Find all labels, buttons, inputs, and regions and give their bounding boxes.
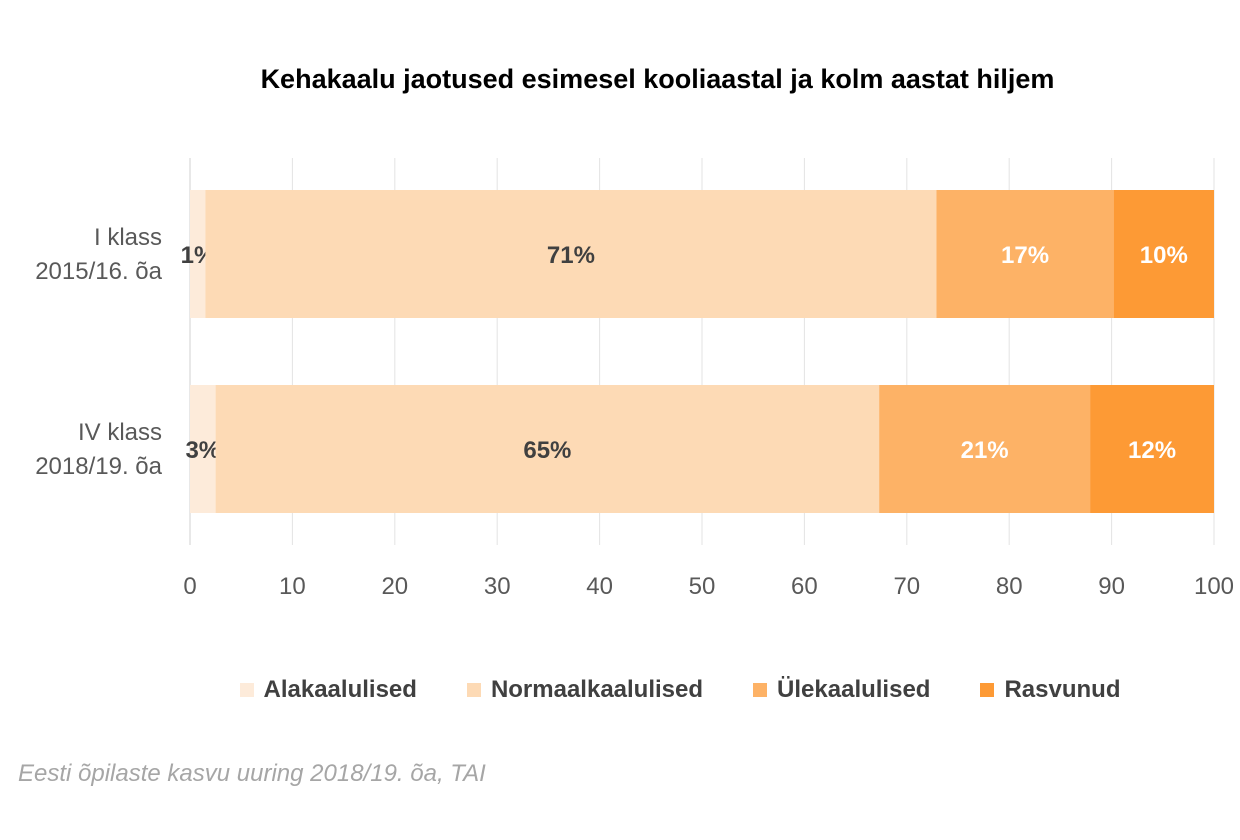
x-tick-label: 100 [1194, 573, 1234, 600]
x-tick-label: 80 [996, 573, 1023, 600]
x-tick-label: 60 [791, 573, 818, 600]
legend-swatch [466, 683, 481, 697]
x-tick-label: 10 [279, 573, 306, 600]
data-label: 3% [185, 437, 220, 464]
bar-segment [190, 190, 206, 318]
bar-segment [205, 190, 937, 318]
legend-swatch [980, 683, 995, 697]
data-label: 12% [1128, 437, 1176, 464]
chart-title: Kehakaalu jaotused esimesel kooliaastal … [260, 64, 1055, 94]
data-label: 71% [547, 242, 595, 269]
x-tick-label: 70 [893, 573, 920, 600]
x-tick-label: 90 [1098, 573, 1125, 600]
y-category-label: 2018/19. õa [35, 453, 162, 480]
x-tick-label: 30 [484, 573, 511, 600]
x-tick-label: 50 [689, 573, 716, 600]
legend: Alakaalulised Normaalkaalulised Ülekaaluli… [0, 676, 1240, 704]
y-category-label: 2015/16. õa [35, 258, 162, 285]
data-label: 21% [961, 437, 1009, 464]
y-category-label: IV klass [78, 419, 162, 446]
legend-label: Alakaalulised [263, 676, 417, 703]
bar-segment [215, 385, 880, 513]
legend-item: Alakaalulised [239, 676, 417, 704]
legend-label: Rasvunud [1004, 676, 1121, 703]
legend-item: Rasvunud [980, 676, 1120, 704]
bar-segment [879, 385, 1091, 513]
y-category-label: I klass [94, 224, 162, 251]
source-note: Eesti õpilaste kasvu uuring 2018/19. õa,… [18, 760, 486, 787]
legend-item: Normaalkaalulised [466, 676, 704, 704]
bar-segment [1113, 190, 1214, 318]
data-label: 17% [1001, 242, 1049, 269]
bar-segment [936, 190, 1114, 318]
bar-segment [1090, 385, 1214, 513]
legend-swatch [239, 683, 254, 697]
legend-item: Ülekaalulised [753, 676, 930, 704]
data-label: 10% [1140, 242, 1188, 269]
legend-label: Ülekaalulised [777, 676, 931, 703]
x-tick-label: 40 [586, 573, 613, 600]
data-label: 65% [523, 437, 571, 464]
legend-label: Normaalkaalulised [490, 676, 704, 703]
legend-swatch [753, 683, 768, 697]
x-tick-label: 0 [183, 573, 196, 600]
bar-segment [190, 385, 216, 513]
x-tick-label: 20 [381, 573, 408, 600]
